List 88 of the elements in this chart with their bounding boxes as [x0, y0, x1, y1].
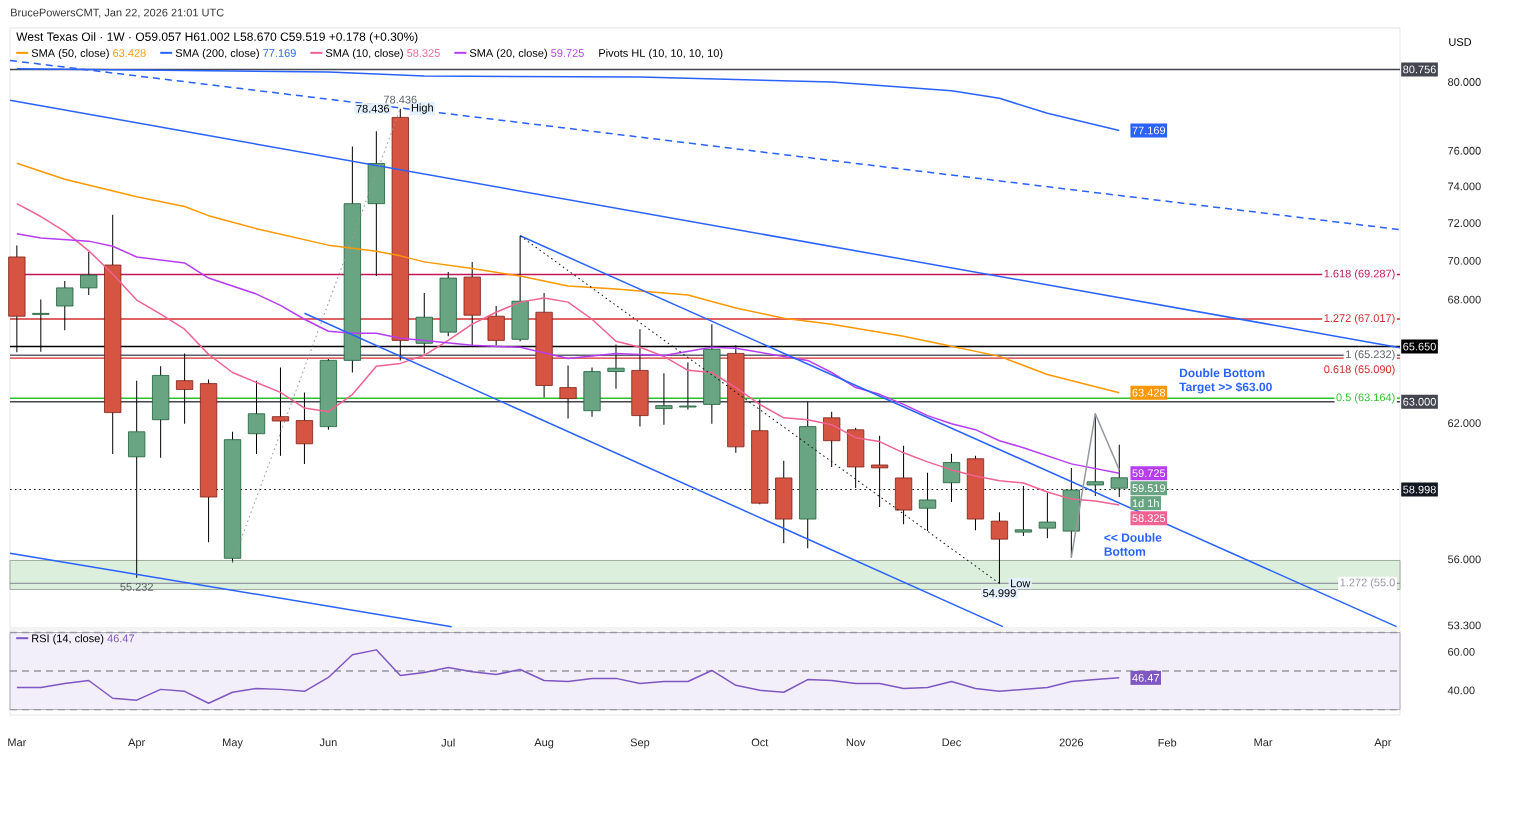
x-tick-label: 2026 — [1059, 738, 1084, 747]
candlestick — [655, 372, 673, 426]
x-tick-label: Nov — [846, 738, 866, 747]
annotation: 54.999 — [983, 589, 1016, 597]
annotation: 63.000 — [1403, 397, 1436, 406]
y-tick-label: 70.000 — [1448, 256, 1481, 265]
data-label: 58.325 — [1132, 514, 1166, 523]
x-tick-label: Sep — [630, 738, 650, 749]
candlestick — [271, 366, 290, 457]
line-series — [16, 232, 1121, 474]
text: 58.325 — [407, 49, 440, 57]
legend-label: SMA (50, close) — [31, 48, 109, 60]
x-tick-label: Mar — [1254, 738, 1273, 747]
line-series — [16, 202, 1121, 506]
annotation: Target >> $63.00 — [1179, 382, 1272, 394]
annotation: 55.232 — [120, 582, 153, 591]
chart-subtitle: BrucePowersCMT, Jan 22, 2026 21:01 UTC — [11, 8, 224, 18]
annotation: Pivots HL (10, 10, 10, 10) — [599, 48, 723, 60]
candlestick — [942, 453, 961, 503]
candlestick — [247, 380, 266, 455]
data-label: 63.428 — [1132, 388, 1166, 397]
candlestick — [295, 391, 314, 465]
ref-line-label: 0.618 (65.090) — [1324, 365, 1395, 376]
x-tick-label: Dec — [942, 738, 961, 747]
annotation: Bottom — [1104, 547, 1146, 556]
ref-line-label: 1.272 (67.017) — [1324, 313, 1395, 325]
line-series — [16, 162, 1121, 394]
candlestick — [1038, 492, 1056, 539]
candlestick — [870, 435, 889, 508]
y-tick-label: 62.000 — [1448, 419, 1481, 428]
ref-line-label: 1.272 (55.0 — [1340, 578, 1395, 589]
text: 77.169 — [263, 49, 296, 57]
legend-label: RSI (14, close) — [32, 634, 104, 645]
chart-title: West Texas Oil · 1W · O59.057 H61.002 L58.670 C59.519 +0.178 (+0.30%) — [16, 32, 418, 44]
candlestick — [918, 472, 937, 532]
annotation: 1d 1h — [1132, 499, 1159, 508]
y-axis-title: USD — [1449, 38, 1472, 46]
x-tick-label: Jul — [441, 738, 455, 747]
y-tick-label: 53.300 — [1447, 621, 1481, 630]
annotation: 59.519 — [1132, 484, 1166, 493]
text: 46.47 — [107, 634, 135, 643]
candlestick — [823, 411, 841, 468]
y-tick-label: 80.000 — [1448, 78, 1481, 86]
candlestick — [1110, 444, 1128, 498]
x-tick-label: Mar — [8, 738, 27, 747]
ref-line-label: 1.618 (69.287) — [1324, 269, 1395, 280]
text: 59.725 — [551, 49, 584, 57]
legend-label: SMA (200, close) — [175, 48, 259, 60]
x-tick-label: Oct — [751, 738, 769, 747]
y-tick-label: 74.000 — [1448, 182, 1481, 191]
y-tick-label: 72.000 — [1448, 219, 1481, 228]
annotation: Double Bottom — [1179, 368, 1265, 378]
candlestick — [175, 352, 194, 425]
x-tick-label: Apr — [128, 738, 146, 749]
candlestick — [1014, 485, 1033, 537]
ref-line-label: 1 (65.232) — [1345, 350, 1395, 361]
line-series — [16, 67, 1121, 132]
x-tick-label: Apr — [1374, 738, 1392, 749]
y-tick-label: 56.000 — [1447, 555, 1481, 564]
y-tick-label: 60.00 — [1448, 647, 1475, 656]
data-label: 59.725 — [1132, 469, 1166, 478]
annotation: << Double — [1104, 532, 1162, 542]
annotation: Low — [1011, 579, 1031, 588]
x-tick-label: Feb — [1158, 738, 1177, 747]
annotation: 78.436 — [384, 95, 417, 104]
ref-line-label: 0.5 (63.164) — [1336, 393, 1395, 404]
legend-label: SMA (20, close) — [469, 48, 547, 60]
candlestick — [990, 511, 1009, 584]
candlestick — [56, 280, 74, 331]
y-tick-label: 68.000 — [1448, 295, 1481, 304]
data-label: 46.47 — [1132, 673, 1159, 682]
annotation: 58.998 — [1403, 485, 1436, 494]
x-tick-label: May — [223, 738, 243, 749]
data-label: 77.169 — [1132, 126, 1166, 135]
annotation: High — [411, 103, 433, 114]
candlestick — [80, 251, 98, 296]
candlestick — [559, 364, 577, 420]
candlestick — [128, 380, 146, 579]
x-tick-label: Jun — [319, 738, 337, 747]
candlestick — [679, 361, 697, 411]
y-tick-label: 76.000 — [1448, 146, 1481, 155]
annotation: 65.650 — [1403, 342, 1436, 351]
text: 63.428 — [113, 49, 146, 57]
x-tick-label: Aug — [534, 738, 554, 749]
legend-label: SMA (10, close) — [325, 48, 403, 60]
annotation: 80.756 — [1403, 65, 1436, 74]
y-tick-label: 40.00 — [1447, 686, 1475, 695]
annotation: 78.436 — [356, 104, 390, 113]
